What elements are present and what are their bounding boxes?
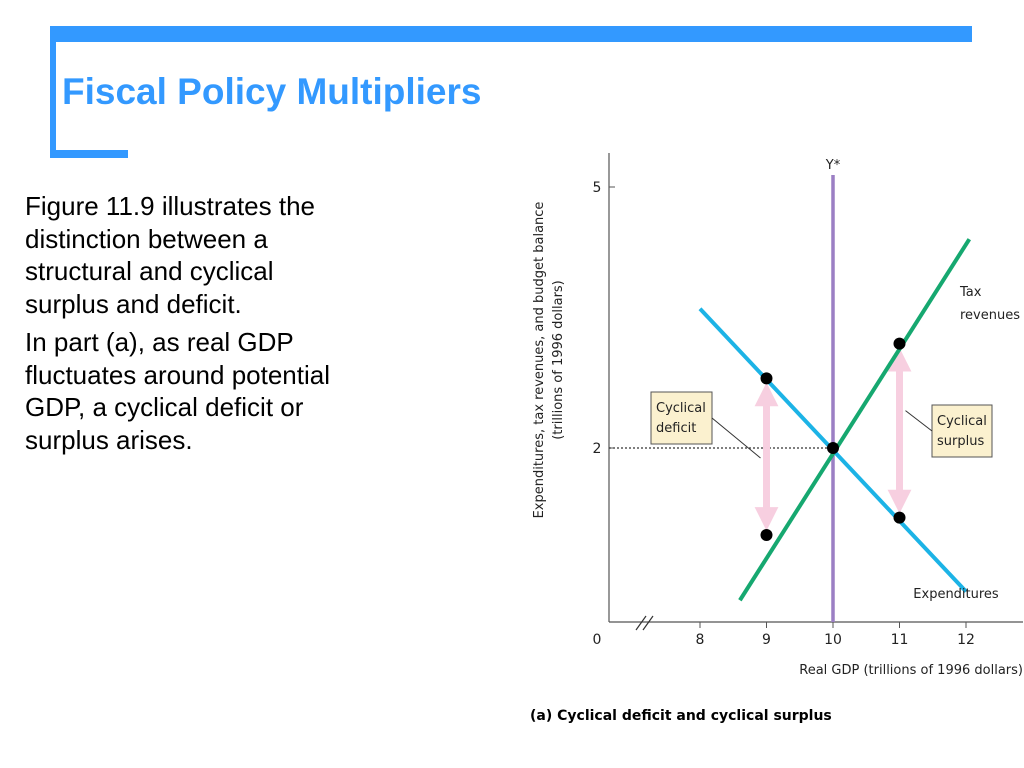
x-tick-label: 9 — [762, 632, 771, 648]
title-bracket-bottom — [50, 150, 128, 158]
callout-label-line-1: Cyclical — [656, 401, 706, 416]
series-label-tax-revenues-line-1: Tax — [959, 285, 982, 300]
slide-title: Fiscal Policy Multipliers — [62, 71, 482, 112]
y-axis-title-line-1: Expenditures, tax revenues, and budget b… — [532, 202, 547, 519]
x-tick-label: 12 — [957, 632, 975, 648]
callout-leader-line — [711, 417, 761, 459]
y-axis-title-line-2: (trillions of 1996 dollars) — [551, 280, 566, 440]
callout-label-line-2: deficit — [656, 421, 696, 436]
chart-caption: (a) Cyclical deficit and cyclical surplu… — [530, 708, 832, 724]
title-bracket-top — [50, 26, 972, 42]
x-tick-label: 0 — [593, 632, 602, 648]
callout-label-line-2: surplus — [937, 434, 984, 449]
title-bracket-left — [50, 26, 56, 158]
series-label-expenditures: Expenditures — [913, 587, 999, 602]
x-tick-label: 8 — [696, 632, 705, 648]
series-label-tax-revenues-line-2: revenues — [960, 308, 1020, 323]
series-line-tax-revenues — [738, 238, 972, 602]
x-tick-label: 10 — [824, 632, 842, 648]
paragraph-2: In part (a), as real GDP fluctuates arou… — [25, 327, 330, 455]
axis-break-mark — [635, 615, 647, 631]
data-point — [827, 442, 839, 454]
y-tick-label: 5 — [593, 180, 602, 196]
body-text: Figure 11.9 illustrates the distinction … — [25, 190, 335, 462]
y-tick-label: 2 — [593, 441, 602, 457]
budget-balance-chart: 0 8 9 10 11 12 2 5 Real GDP (trillions of 1996 d… — [532, 153, 1023, 678]
x-tick-label: 11 — [891, 632, 909, 648]
x-axis-title: Real GDP (trillions of 1996 dollars) — [799, 663, 1023, 678]
data-point — [893, 511, 906, 524]
callout-leader-line — [905, 410, 933, 432]
data-point — [893, 337, 906, 350]
data-point — [760, 529, 773, 541]
callout-box — [931, 404, 993, 458]
callout-label-line-1: Cyclical — [937, 414, 987, 429]
axis-break-mark — [642, 615, 654, 631]
data-point — [760, 372, 773, 385]
callout-box — [650, 391, 713, 445]
potential-gdp-label: Y* — [825, 158, 841, 173]
paragraph-1: Figure 11.9 illustrates the distinction … — [25, 191, 315, 319]
